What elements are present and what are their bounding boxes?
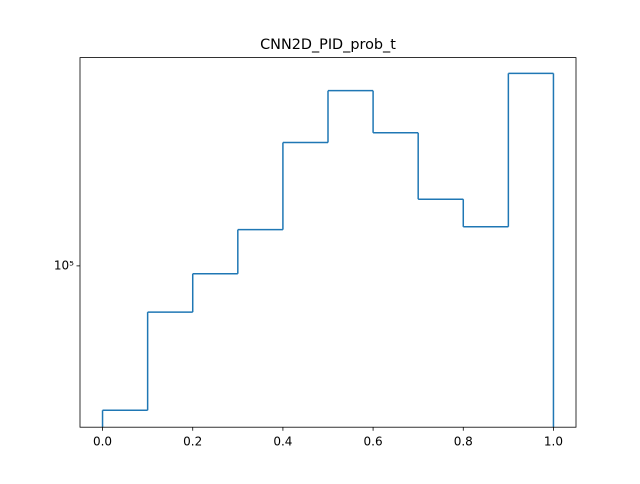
- x-tick-label: 0.4: [273, 435, 292, 449]
- x-tick-label: 0.0: [93, 435, 112, 449]
- chart-title: CNN2D_PID_prob_t: [260, 37, 396, 53]
- x-tick-label: 1.0: [544, 435, 563, 449]
- x-tick-label: 0.2: [183, 435, 202, 449]
- x-tick-label: 0.6: [364, 435, 383, 449]
- x-tick-label: 0.8: [454, 435, 473, 449]
- plot-frame: [79, 57, 577, 428]
- y-tick-label: 10⁵: [54, 258, 74, 272]
